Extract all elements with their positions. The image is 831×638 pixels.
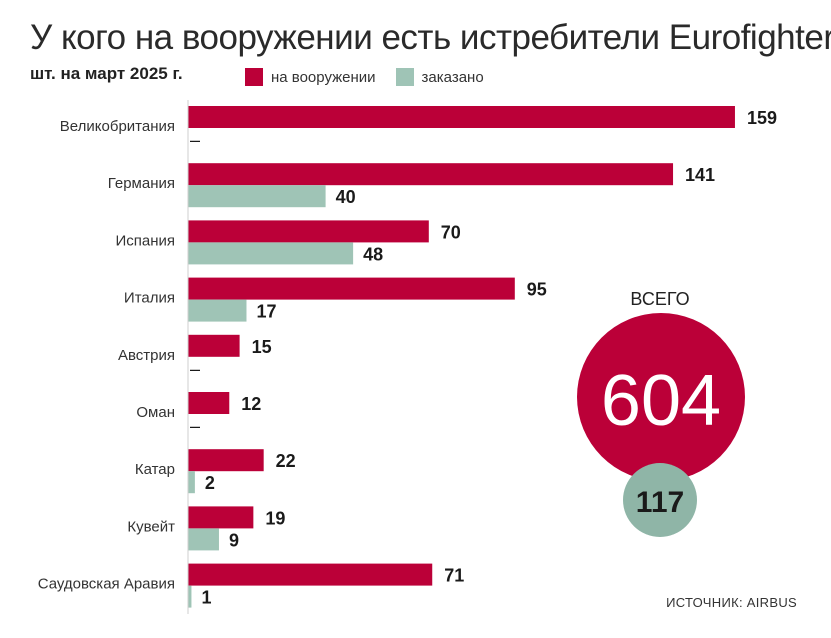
legend-item-in-service: на вооружении — [245, 68, 376, 86]
value-label-in-service: 19 — [265, 508, 285, 528]
legend-swatch-ordered — [395, 68, 414, 86]
category-label: Кувейт — [127, 518, 175, 535]
value-label-ordered: 17 — [256, 302, 276, 322]
total-ordered-value: 117 — [636, 486, 684, 519]
bar-ordered — [188, 528, 219, 551]
value-label-in-service: 70 — [441, 222, 461, 242]
bar-ordered — [188, 471, 195, 494]
value-label-in-service: 15 — [252, 337, 272, 357]
total-in-service-circle — [577, 313, 745, 481]
bar-in-service — [188, 106, 735, 128]
chart-subtitle: шт. на март 2025 г. — [30, 64, 183, 83]
value-label-in-service: 71 — [444, 566, 464, 586]
value-label-ordered: 2 — [205, 473, 215, 493]
value-label-in-service: 12 — [241, 394, 261, 414]
bar-in-service — [188, 277, 515, 300]
value-label-ordered: 1 — [201, 588, 211, 608]
legend-item-ordered: заказано — [395, 68, 484, 86]
value-label-in-service: 141 — [685, 165, 715, 185]
bar-in-service — [188, 163, 674, 186]
value-label-ordered: 48 — [363, 244, 383, 264]
source-note: ИСТОЧНИК: AIRBUS — [666, 595, 797, 610]
value-label-ordered: 9 — [229, 530, 239, 550]
bar-in-service — [188, 220, 429, 243]
value-label-in-service: 159 — [747, 108, 777, 128]
category-label: Катар — [135, 461, 175, 478]
value-label-ordered: – — [190, 359, 200, 379]
value-label-ordered: 40 — [336, 187, 356, 207]
bar-in-service — [188, 449, 264, 472]
value-label-in-service: 95 — [527, 280, 547, 300]
bar-in-service — [188, 506, 254, 529]
category-label: Испания — [115, 232, 175, 249]
category-label: Великобритания — [60, 118, 175, 135]
legend: на вооружении заказано — [245, 68, 504, 86]
category-label: Оман — [136, 404, 175, 421]
category-label: Германия — [108, 175, 175, 192]
bar-ordered — [188, 299, 247, 322]
category-label: Австрия — [118, 347, 175, 364]
legend-swatch-in-service — [245, 68, 263, 86]
value-label-ordered: – — [190, 416, 200, 436]
chart-title: У кого на вооружении есть истребители Eu… — [30, 18, 831, 57]
bar-ordered — [188, 585, 192, 608]
value-label-ordered: – — [190, 130, 200, 150]
total-in-service-value: 604 — [601, 361, 721, 441]
bar-ordered — [188, 242, 354, 265]
legend-label-ordered: заказано — [421, 68, 484, 86]
value-label-in-service: 22 — [276, 451, 296, 471]
bar-in-service — [188, 563, 433, 586]
bar-in-service — [188, 334, 240, 357]
total-ordered-circle — [623, 463, 697, 537]
category-label: Саудовская Аравия — [38, 576, 175, 593]
total-label: ВСЕГО — [630, 289, 689, 309]
bar-ordered — [188, 185, 326, 208]
legend-label-in-service: на вооружении — [271, 68, 376, 86]
bar-in-service — [188, 392, 230, 414]
category-label: Италия — [124, 290, 175, 307]
